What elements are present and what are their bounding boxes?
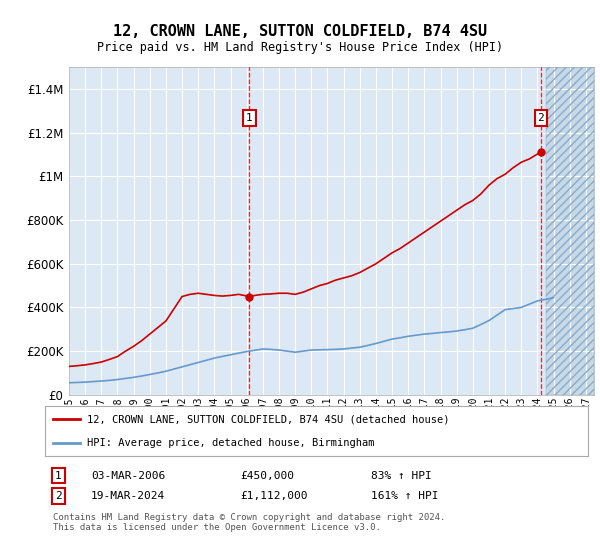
Bar [545,67,594,395]
Text: 12, CROWN LANE, SUTTON COLDFIELD, B74 4SU: 12, CROWN LANE, SUTTON COLDFIELD, B74 4S… [113,24,487,39]
Text: 2: 2 [55,491,62,501]
Text: HPI: Average price, detached house, Birmingham: HPI: Average price, detached house, Birm… [88,438,375,449]
Text: Price paid vs. HM Land Registry's House Price Index (HPI): Price paid vs. HM Land Registry's House … [97,41,503,54]
Text: 2: 2 [538,113,544,123]
Text: 03-MAR-2006: 03-MAR-2006 [91,470,166,480]
Text: 1: 1 [55,470,62,480]
Text: Contains HM Land Registry data © Crown copyright and database right 2024.
This d: Contains HM Land Registry data © Crown c… [53,513,446,532]
Text: 1: 1 [246,113,253,123]
Text: £450,000: £450,000 [241,470,295,480]
Text: 83% ↑ HPI: 83% ↑ HPI [371,470,431,480]
Text: 12, CROWN LANE, SUTTON COLDFIELD, B74 4SU (detached house): 12, CROWN LANE, SUTTON COLDFIELD, B74 4S… [88,414,450,424]
Text: 19-MAR-2024: 19-MAR-2024 [91,491,166,501]
Text: 161% ↑ HPI: 161% ↑ HPI [371,491,438,501]
Bar [545,67,594,395]
Text: £1,112,000: £1,112,000 [241,491,308,501]
